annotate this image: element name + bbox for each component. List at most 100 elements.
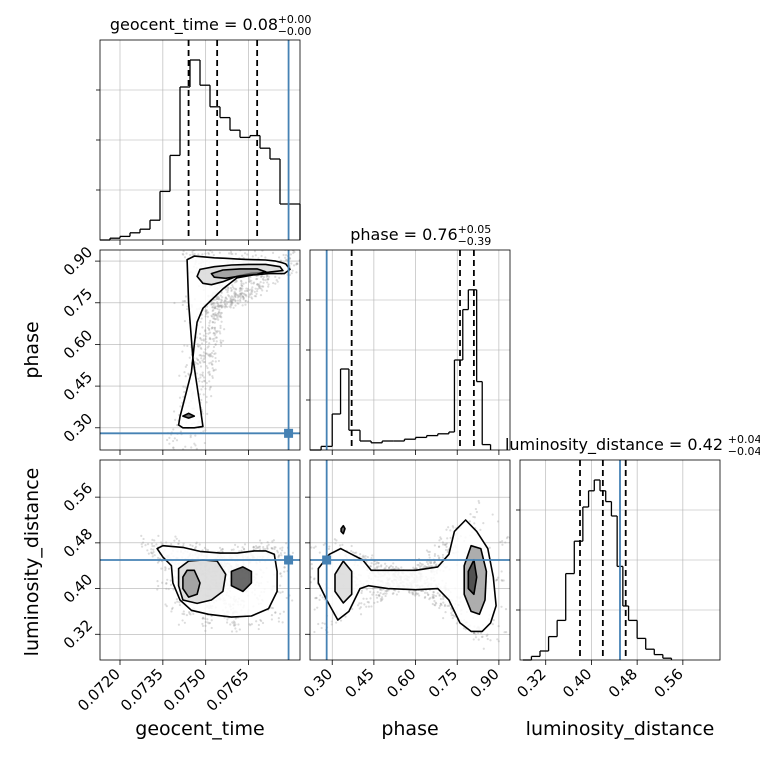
phase_vs_geocent_time-sample — [214, 314, 217, 317]
phase-xtick-label-0: 0.30 — [300, 665, 336, 701]
luminosity_distance_vs_geocent_time-sample — [152, 548, 155, 551]
luminosity_distance_vs_geocent_time-sample — [160, 567, 163, 570]
phase_vs_geocent_time-sample — [284, 258, 288, 261]
phase_vs_geocent_time-sample — [215, 340, 218, 343]
luminosity_distance_vs_geocent_time-sample — [195, 542, 198, 545]
luminosity_distance_vs_phase-plot-area — [294, 460, 512, 660]
luminosity_distance_vs_phase-sample — [445, 545, 448, 549]
phase_vs_geocent_time-sample — [277, 256, 281, 259]
phase_vs_geocent_time-sample — [262, 278, 265, 281]
luminosity_distance_vs_phase-sample — [388, 565, 391, 569]
phase_vs_geocent_time-sample — [234, 295, 237, 299]
luminosity_distance_vs_phase-sample — [437, 557, 441, 560]
phase_vs_geocent_time-sample — [207, 311, 210, 314]
luminosity_distance_vs_phase-sample — [444, 548, 448, 552]
phase_vs_geocent_time-sample — [212, 349, 215, 353]
luminosity_distance-xlabel: luminosity_distance — [526, 718, 715, 740]
luminosity_distance_vs_phase-sample — [424, 595, 427, 599]
luminosity_distance_vs_phase-sample — [394, 567, 397, 570]
phase_vs_geocent_time-sample — [185, 252, 188, 255]
phase_vs_geocent_time-sample — [225, 305, 229, 309]
phase_vs_geocent_time-sample — [198, 344, 202, 347]
luminosity_distance_vs_phase-sample — [510, 580, 512, 582]
luminosity_distance_vs_phase-sample — [362, 554, 365, 557]
phase_vs_geocent_time-sample — [199, 346, 202, 349]
luminosity_distance_vs_phase-sample — [444, 543, 447, 547]
luminosity_distance_vs_phase-sample — [355, 551, 358, 554]
luminosity_distance_vs_phase-truth-marker — [322, 555, 332, 565]
luminosity_distance_vs_phase-sample — [446, 537, 449, 540]
luminosity_distance_vs_phase-sample — [383, 567, 386, 570]
phase_vs_geocent_time-sample — [244, 299, 247, 302]
luminosity_distance_vs_phase-sample — [418, 594, 421, 597]
luminosity_distance_vs_geocent_time-sample — [279, 552, 282, 555]
phase_vs_geocent_time-sample — [239, 298, 242, 301]
phase-hist-panel: phase = 0.76 +0.05−0.39 — [306, 223, 510, 451]
phase_vs_geocent_time-sample — [230, 303, 234, 306]
phase_vs_geocent_time-contour-3 — [182, 412, 196, 419]
phase_vs_geocent_time-sample — [203, 380, 206, 383]
luminosity_distance_vs_geocent_time-sample — [171, 606, 174, 610]
phase_vs_geocent_time-sample — [261, 289, 264, 292]
phase_vs_geocent_time-sample — [236, 294, 240, 297]
phase-ylabel: phase — [21, 321, 43, 378]
phase_vs_geocent_time-sample — [307, 246, 309, 248]
luminosity_distance_vs_geocent_time-truth-marker — [284, 555, 294, 565]
luminosity_distance_vs_phase-sample — [433, 561, 436, 564]
phase_vs_geocent_time-sample — [253, 290, 256, 293]
phase_vs_geocent_time-sample — [198, 332, 202, 335]
luminosity_distance_vs_phase-sample — [384, 594, 387, 598]
phase_vs_geocent_time-sample — [209, 353, 212, 356]
luminosity_distance_vs_geocent_time-sample — [252, 546, 255, 549]
luminosity_distance_vs_phase-sample — [473, 516, 476, 519]
luminosity_distance_vs_phase-sample — [380, 589, 383, 592]
luminosity_distance_vs_phase-sample — [429, 565, 433, 568]
phase_vs_geocent_time-sample — [206, 366, 209, 370]
luminosity_distance_vs_geocent_time-sample — [281, 621, 284, 624]
phase_vs_geocent_time-sample — [187, 372, 190, 375]
luminosity_distance_vs_phase-sample — [433, 561, 436, 564]
luminosity_distance_vs_geocent_time-sample — [221, 548, 224, 551]
phase_vs_geocent_time-sample — [223, 303, 226, 306]
luminosity_distance_vs_phase-sample — [420, 564, 423, 568]
luminosity_distance_vs_phase-sample — [452, 526, 455, 529]
phase_vs_geocent_time-sample — [187, 373, 191, 376]
luminosity_distance_vs_phase-sample — [442, 597, 445, 600]
luminosity_distance_vs_phase-sample — [344, 615, 347, 618]
phase_vs_geocent_time-sample — [244, 299, 247, 303]
luminosity_distance_vs_geocent_time-sample — [156, 556, 160, 560]
phase_vs_geocent_time-sample — [248, 288, 251, 292]
luminosity_distance_vs_geocent_time-sample — [182, 610, 185, 613]
phase_vs_geocent_time-sample — [195, 447, 198, 450]
phase_vs_geocent_time-sample — [186, 307, 189, 311]
phase_vs_geocent_time-sample — [218, 251, 221, 254]
luminosity_distance_vs_geocent_time-sample — [270, 606, 273, 610]
luminosity_distance-ytick-label-1: 0.40 — [60, 570, 96, 606]
phase_vs_geocent_time-sample — [212, 369, 215, 372]
phase_vs_geocent_time-sample — [215, 336, 218, 339]
luminosity_distance_vs_geocent_time-sample — [185, 614, 189, 617]
luminosity_distance_vs_geocent_time-sample — [280, 554, 283, 557]
phase_vs_geocent_time-sample — [266, 274, 269, 278]
phase_vs_geocent_time-sample — [206, 326, 210, 330]
luminosity_distance_vs_geocent_time-sample — [151, 544, 154, 548]
luminosity_distance_vs_phase-sample — [450, 612, 453, 615]
phase_vs_geocent_time-sample — [208, 388, 211, 391]
luminosity_distance_vs_phase-sample — [450, 614, 453, 617]
luminosity_distance_vs_phase-sample — [294, 570, 296, 572]
luminosity_distance_vs_geocent_time-sample — [266, 547, 269, 550]
luminosity_distance_vs_phase-sample — [353, 551, 356, 555]
luminosity_distance_vs_phase-sample — [437, 545, 441, 548]
phase_vs_geocent_time-sample — [211, 376, 214, 380]
luminosity_distance_vs_geocent_time-sample — [256, 546, 260, 549]
luminosity_distance_vs_geocent_time-sample — [153, 554, 156, 557]
luminosity_distance_vs_phase-sample — [479, 528, 482, 532]
phase_vs_geocent_time-sample — [241, 285, 244, 288]
luminosity_distance_vs_phase-sample — [385, 589, 389, 592]
phase_vs_geocent_time-sample — [275, 279, 278, 282]
phase_vs_geocent_time-sample — [217, 303, 220, 307]
phase_vs_geocent_time-sample — [239, 296, 242, 299]
phase_vs_geocent_time-sample — [267, 285, 270, 288]
phase_vs_geocent_time-sample — [229, 300, 233, 303]
phase_vs_geocent_time-sample — [214, 368, 217, 371]
